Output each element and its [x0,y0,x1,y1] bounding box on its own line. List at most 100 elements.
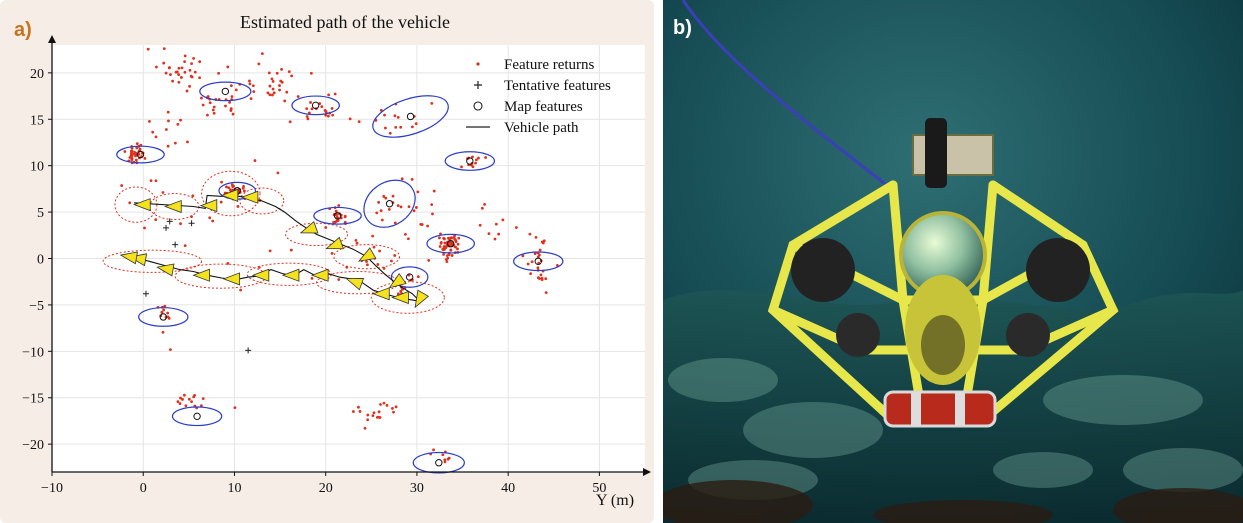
feature-return-point [393,114,397,118]
feature-return-point [540,278,544,282]
feature-return-point [416,190,420,194]
vehicle-pose-triangle [220,188,239,202]
feature-return-point [456,247,459,251]
feature-return-point [233,406,237,410]
feature-return-point [363,426,367,430]
feature-return-point [372,411,376,415]
vehicle-pose-triangle [325,236,345,250]
panel-a-chart: a) Estimated path of the vehicle −10 0 10 2… [0,0,654,523]
feature-return-point [443,460,447,464]
feature-return-point [227,186,231,190]
feature-return-point [438,236,441,240]
feature-return-point [275,71,279,75]
axes [48,35,651,476]
feature-return-point [287,70,291,73]
feature-returns [120,47,559,464]
panel-a-label: a) [14,19,32,41]
feature-return-point [358,410,362,413]
vehicle-pose-triangle [164,199,182,214]
feature-return-point [162,308,166,312]
feature-return-point [168,66,171,69]
feature-return-point [399,125,403,129]
feature-return-point [280,80,284,84]
feature-return-point [497,232,501,236]
feature-return-point [143,226,146,230]
feature-return-point [446,457,450,461]
feature-return-point [252,90,256,94]
vehicle-poses [119,188,430,309]
feature-return-point [396,204,400,208]
feature-return-point [268,84,272,88]
tentative-feature-marker [163,224,170,231]
feature-return-point [327,93,331,97]
vehicle-pose-triangle [345,278,365,291]
feature-return-point [393,254,397,257]
pose-uncertainty-ellipse [201,170,261,217]
feature-return-point [137,152,141,156]
feature-return-point [229,188,232,192]
legend-label: Map features [504,99,583,115]
feature-return-point [176,122,180,126]
feature-return-point [164,71,168,75]
feature-return-point [242,189,246,193]
vehicle-pose-triangle [192,268,210,282]
feature-return-point [354,238,358,242]
y-tick-label: −5 [29,299,44,314]
chart-svg: a) Estimated path of the vehicle −10 0 10 2… [14,12,651,509]
feature-return-point [394,126,398,129]
y-tick-label: −20 [22,438,44,453]
map-feature-ellipse [372,95,449,138]
feature-return-point [185,89,189,93]
feature-return-point [161,330,165,334]
feature-return-point [377,410,381,414]
feature-return-point [242,185,245,188]
tentative-feature-marker [172,241,179,248]
feature-return-point [211,219,215,223]
feature-return-point [285,90,289,94]
feature-return-point [539,273,543,277]
map-feature-marker [406,112,415,121]
feature-return-point [382,401,386,405]
feature-return-point [190,400,193,404]
feature-return-point [276,171,280,175]
feature-return-point [306,117,310,121]
x-axis-label: Y (m) [596,492,634,509]
feature-return-point [430,101,434,105]
legend-marker-circle [473,101,483,111]
feature-return-point [528,232,532,236]
vehicle-pose-triangle [199,199,218,213]
y-tick-label: 0 [37,253,44,268]
feature-return-point [198,76,202,80]
feature-return-point [188,68,192,72]
feature-return-point [138,147,142,151]
feature-return-point [393,221,397,225]
x-tick-label: −10 [41,481,63,496]
vehicle-pose-triangle [372,287,390,301]
feature-return-point [382,194,386,198]
feature-return-point [148,119,151,123]
feature-return-point [450,254,454,257]
feature-return-point [366,263,369,267]
chart-title: Estimated path of the vehicle [240,12,450,32]
feature-return-point [154,135,158,139]
feature-return-point [323,108,327,112]
feature-return-point [388,131,392,135]
tentative-features [142,218,252,354]
feature-return-point [443,458,447,462]
map-feature-ellipse [199,81,252,102]
feature-return-point [400,177,404,181]
map-feature-ellipse [513,251,564,272]
feature-return-point [396,292,400,296]
feature-return-point [198,60,202,64]
feature-return-point [162,47,166,51]
feature-return-point [163,304,167,308]
feature-return-point [178,402,182,406]
feature-return-point [415,206,418,209]
feature-return-point [166,144,170,148]
feature-return-point [220,180,224,184]
map-feature-marker [311,101,320,110]
feature-return-point [234,88,238,92]
feature-return-point [309,101,312,104]
feature-return-point [430,203,434,207]
feature-return-point [225,185,228,189]
